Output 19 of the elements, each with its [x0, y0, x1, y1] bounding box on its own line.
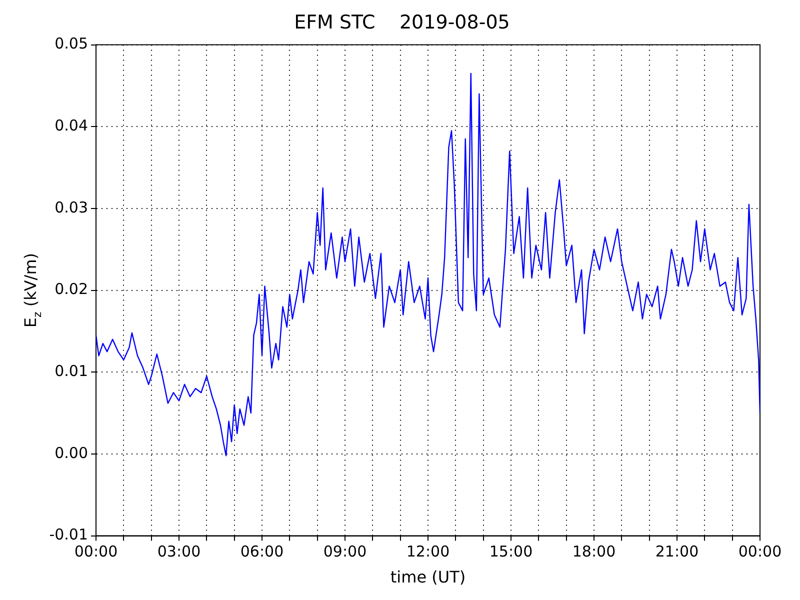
x-tick-label: 12:00 [406, 542, 450, 561]
y-tick-label: 0.03 [54, 198, 88, 216]
y-tick-label: 0.02 [54, 280, 88, 298]
x-tick-label: 00:00 [738, 542, 782, 561]
y-axis-title: Ez (kV/m) [21, 252, 44, 328]
x-tick-label: 00:00 [74, 542, 118, 561]
x-tick-label: 09:00 [323, 542, 367, 561]
x-tick-label: 15:00 [489, 542, 533, 561]
x-axis-title: time (UT) [390, 568, 466, 587]
y-tick-label: 0.04 [54, 116, 88, 135]
y-tick-label: 0.00 [54, 444, 88, 462]
x-tick-label: 03:00 [157, 542, 201, 561]
y-tick-label: 0.05 [54, 34, 88, 53]
x-tick-label: 21:00 [655, 542, 699, 561]
x-tick-label: 18:00 [572, 542, 616, 561]
chart-title: EFM STC 2019-08-05 [294, 11, 510, 34]
y-tick-label: -0.01 [49, 526, 88, 544]
x-tick-label: 06:00 [240, 542, 284, 561]
y-tick-label: 0.01 [54, 362, 88, 380]
